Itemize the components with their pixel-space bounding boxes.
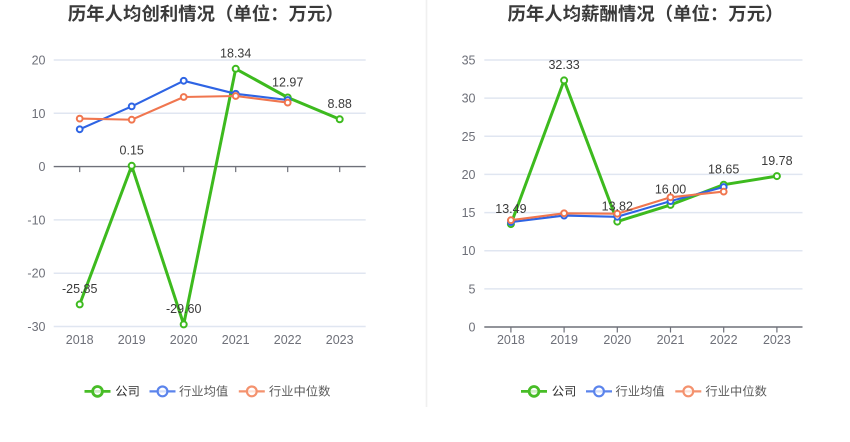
svg-text:30: 30: [462, 92, 476, 106]
svg-text:12.97: 12.97: [272, 75, 303, 89]
svg-text:2021: 2021: [657, 333, 685, 347]
svg-text:20: 20: [462, 168, 476, 182]
svg-text:19.78: 19.78: [761, 154, 792, 168]
svg-text:10: 10: [32, 107, 46, 121]
svg-text:5: 5: [469, 282, 476, 296]
svg-text:2018: 2018: [66, 333, 94, 347]
svg-text:16.00: 16.00: [655, 183, 686, 197]
svg-text:15: 15: [462, 206, 476, 220]
svg-text:-20: -20: [27, 267, 45, 281]
svg-text:25: 25: [462, 130, 476, 144]
svg-text:35: 35: [462, 54, 476, 68]
svg-text:18.65: 18.65: [708, 163, 739, 177]
svg-text:13.49: 13.49: [495, 202, 526, 216]
svg-text:2023: 2023: [763, 333, 791, 347]
svg-text:2021: 2021: [222, 333, 250, 347]
svg-text:13.82: 13.82: [602, 199, 633, 213]
svg-text:-25.85: -25.85: [62, 282, 97, 296]
svg-text:32.33: 32.33: [548, 58, 579, 72]
svg-text:2022: 2022: [274, 333, 302, 347]
svg-text:-30: -30: [27, 320, 45, 334]
svg-text:2023: 2023: [326, 333, 354, 347]
svg-text:-29.60: -29.60: [166, 302, 201, 316]
svg-text:0: 0: [39, 160, 46, 174]
svg-text:2022: 2022: [710, 333, 738, 347]
svg-text:18.34: 18.34: [220, 47, 251, 61]
svg-text:2020: 2020: [170, 333, 198, 347]
svg-text:2019: 2019: [118, 333, 146, 347]
svg-text:-10: -10: [27, 213, 45, 227]
svg-text:0.15: 0.15: [120, 144, 144, 158]
svg-text:2020: 2020: [603, 333, 631, 347]
svg-text:2018: 2018: [497, 333, 525, 347]
svg-text:20: 20: [32, 54, 46, 68]
svg-text:8.88: 8.88: [328, 97, 352, 111]
svg-text:0: 0: [469, 321, 476, 335]
svg-text:2019: 2019: [550, 333, 578, 347]
svg-text:10: 10: [462, 244, 476, 258]
